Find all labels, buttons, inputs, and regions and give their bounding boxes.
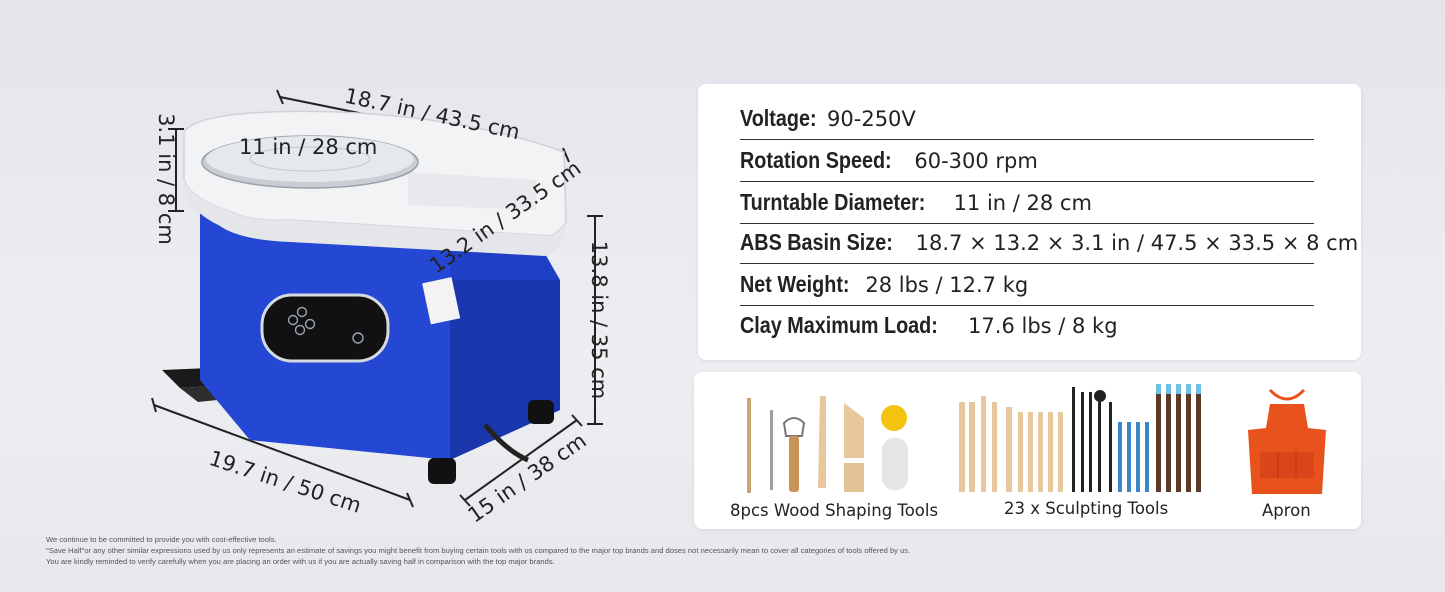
apron-image xyxy=(1248,388,1326,494)
pottery-wheel-illustration xyxy=(151,89,603,508)
spec-value: 17.6 lbs / 8 kg xyxy=(968,313,1118,338)
specifications-card: Voltage: 90-250V Rotation Speed: 60-300 … xyxy=(698,84,1361,360)
spec-row: ABS Basin Size: 18.7 × 13.2 × 3.1 in / 4… xyxy=(740,222,1358,264)
spec-row: Net Weight: 28 lbs / 12.7 kg xyxy=(740,264,1314,306)
spec-row: Rotation Speed: 60-300 rpm xyxy=(740,140,1314,182)
disclaimer: We continue to be committed to provide y… xyxy=(46,534,910,567)
spec-label: ABS Basin Size: xyxy=(740,229,893,255)
dim-machine-height: 13.8 in / 35 cm xyxy=(587,240,612,400)
disclaimer-line: You are kindly reminded to verify carefu… xyxy=(46,557,555,566)
wood-shaping-tools-caption: 8pcs Wood Shaping Tools xyxy=(730,501,939,520)
spec-row: Clay Maximum Load: 17.6 lbs / 8 kg xyxy=(740,305,1314,346)
spec-label: Net Weight: xyxy=(740,271,850,297)
accessories-card: 8pcs Wood Shaping Tools xyxy=(694,372,1361,529)
sculpting-tools-caption: 23 x Sculpting Tools xyxy=(1004,499,1169,518)
wood-shaping-tools-image xyxy=(747,396,908,493)
spec-value: 90-250V xyxy=(827,106,916,131)
spec-label: Turntable Diameter: xyxy=(740,189,926,215)
spec-value: 60-300 rpm xyxy=(914,148,1038,173)
spec-value: 11 in / 28 cm xyxy=(953,190,1092,215)
spec-value: 18.7 × 13.2 × 3.1 in / 47.5 × 33.5 × 8 c… xyxy=(915,230,1359,255)
disclaimer-line: We continue to be committed to provide y… xyxy=(46,535,277,544)
sculpting-tools-image xyxy=(959,384,1201,492)
disclaimer-line: "Save Half"or any other similar expressi… xyxy=(46,546,911,555)
spec-value: 28 lbs / 12.7 kg xyxy=(865,272,1029,297)
spec-row: Turntable Diameter: 11 in / 28 cm xyxy=(740,182,1314,224)
spec-label: Clay Maximum Load: xyxy=(740,312,938,338)
spec-label: Rotation Speed: xyxy=(740,147,892,173)
spec-label: Voltage: xyxy=(740,105,817,131)
dim-basin-height: 3.1 in / 8 cm xyxy=(153,113,178,245)
dim-turntable: 11 in / 28 cm xyxy=(239,135,378,159)
apron-caption: Apron xyxy=(1262,501,1311,520)
spec-row: Voltage: 90-250V xyxy=(740,98,1314,140)
